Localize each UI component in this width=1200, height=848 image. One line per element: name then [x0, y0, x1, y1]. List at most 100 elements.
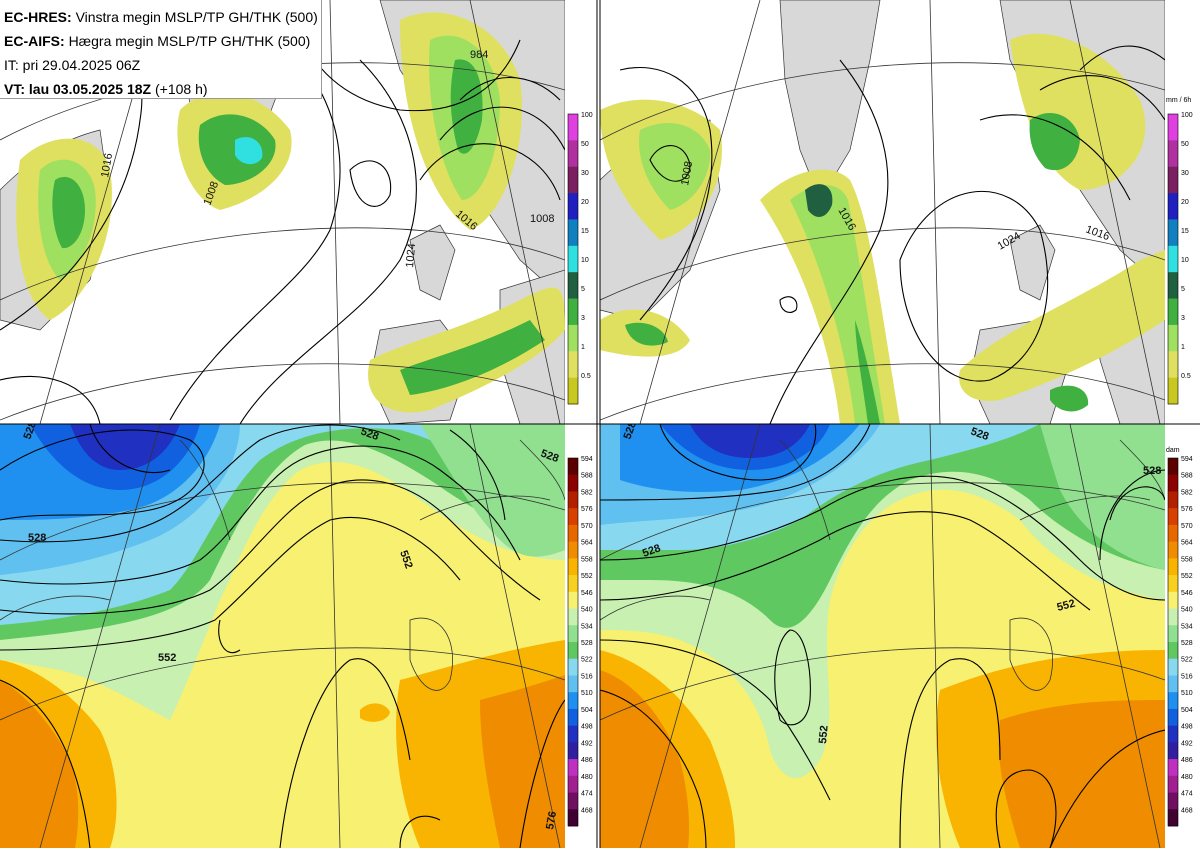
- legend-swatch: [568, 558, 578, 576]
- valid-time-label: VT: lau 03.05.2025 18Z: [4, 81, 152, 97]
- graticule: [600, 424, 1165, 848]
- height-contours: [600, 424, 1165, 848]
- graticule: [600, 0, 1165, 424]
- isobars: [619, 45, 1165, 424]
- legend-tick-label: 522: [1181, 657, 1193, 664]
- legend-swatch: [1168, 458, 1178, 476]
- legend-tick-label: 558: [1181, 556, 1193, 563]
- legend-swatch: [568, 474, 578, 492]
- forecast-info-box: EC-HRES: Vinstra megin MSLP/TP GH/THK (5…: [0, 0, 322, 99]
- legend-swatch: [568, 272, 578, 299]
- legend-frame: [567, 457, 579, 827]
- legend-tick-label: 546: [581, 590, 593, 597]
- legend-tick-label: 516: [581, 673, 593, 680]
- legend-tick-label: 100: [1181, 112, 1193, 119]
- info-line-valid-time: VT: lau 03.05.2025 18Z (+108 h): [4, 77, 317, 101]
- legend-swatch: [1168, 524, 1178, 543]
- svg-text:1024: 1024: [404, 243, 418, 268]
- legend-swatch: [568, 792, 578, 810]
- legend-swatch: [568, 219, 578, 247]
- legend-swatch: [568, 575, 578, 593]
- legend-tick-label: 20: [1181, 199, 1189, 206]
- legend-tick-label: 20: [581, 199, 589, 206]
- legend-tick-label: 510: [1181, 690, 1193, 697]
- panel-aifs-gh-thickness: 528 528 528 552 552 528: [600, 424, 1165, 848]
- graticule: [0, 424, 565, 848]
- land-outlines: [600, 439, 1165, 691]
- legend-tick-label: 570: [581, 523, 593, 530]
- svg-text:528: 528: [1143, 465, 1161, 477]
- svg-text:528: 528: [539, 448, 560, 466]
- legend-swatch: [568, 524, 578, 543]
- isobar-labels: 1016 984 1016 1008 1024 1008: [99, 49, 554, 268]
- legend-swatch: [1168, 324, 1178, 352]
- isobars: [0, 0, 565, 424]
- legend-tick-label: 552: [581, 573, 593, 580]
- legend-tick-label: 588: [1181, 473, 1193, 480]
- legend-swatch: [1168, 351, 1178, 379]
- legend-swatch: [568, 692, 578, 710]
- legend-tick-label: 552: [1181, 573, 1193, 580]
- svg-text:552: 552: [397, 549, 415, 570]
- legend-swatch: [1168, 491, 1178, 509]
- legend-swatch: [1168, 809, 1178, 827]
- legend-swatch: [568, 298, 578, 326]
- legend-swatch: [1168, 508, 1178, 526]
- legend-swatch: [1168, 759, 1178, 777]
- legend-swatch: [568, 759, 578, 777]
- legend-tick-label: 15: [581, 228, 589, 235]
- precip-legend-left: 100 50 30 20 15 10 5 3 1 0.5: [567, 112, 593, 405]
- legend-swatch: [1168, 219, 1178, 247]
- legend-tick-label: 5: [1181, 286, 1185, 293]
- legend-swatch: [568, 625, 578, 643]
- legend-swatch: [568, 377, 578, 405]
- legend-swatch: [568, 324, 578, 352]
- info-line-init-time: IT: pri 29.04.2025 06Z: [4, 53, 317, 77]
- legend-tick-label: 594: [581, 456, 593, 463]
- legend-tick-label: 492: [1181, 740, 1193, 747]
- legend-tick-label: 15: [1181, 228, 1189, 235]
- legend-tick-label: 528: [581, 640, 593, 647]
- legend-tick-label: 576: [1181, 506, 1193, 513]
- legend-swatch: [568, 725, 578, 743]
- legend-tick-label: 100: [581, 112, 593, 119]
- legend-tick-label: 474: [1181, 791, 1193, 798]
- legend-tick-label: 588: [581, 473, 593, 480]
- legend-swatch: [568, 608, 578, 626]
- legend-tick-label: 50: [1181, 141, 1189, 148]
- info-line-hres: EC-HRES: Vinstra megin MSLP/TP GH/THK (5…: [4, 5, 318, 29]
- legend-swatch: [568, 245, 578, 273]
- legend-tick-label: 516: [1181, 673, 1193, 680]
- legend-swatch: [568, 708, 578, 727]
- legend-tick-label: 504: [1181, 707, 1193, 714]
- legend-swatch: [1168, 608, 1178, 626]
- legend-swatch: [568, 491, 578, 509]
- legend-swatch: [568, 809, 578, 827]
- legend-swatch: [568, 591, 578, 609]
- svg-text:528: 528: [969, 426, 990, 444]
- legend-tick-label: 594: [1181, 456, 1193, 463]
- legend-tick-label: 3: [581, 315, 585, 322]
- legend-tick-label: 492: [581, 740, 593, 747]
- legend-frame: [1167, 457, 1179, 827]
- legend-tick-label: 480: [1181, 774, 1193, 781]
- legend-tick-label: 1: [581, 344, 585, 351]
- legend-tick-label: 546: [1181, 590, 1193, 597]
- svg-text:1008: 1008: [679, 160, 695, 186]
- legend-swatch: [568, 458, 578, 476]
- legend-tick-label: 498: [1181, 724, 1193, 731]
- svg-text:528: 528: [28, 532, 46, 544]
- gh-legend-right: 594 588 582 576 570 564 558 552 546 540 534 528 522 5…: [1166, 447, 1193, 827]
- height-labels: 528 528 528 552 552 528: [622, 424, 1162, 744]
- hres-description: Vinstra megin MSLP/TP GH/THK (500): [75, 9, 318, 25]
- legend-swatch: [1168, 792, 1178, 810]
- svg-text:552: 552: [1056, 598, 1077, 614]
- legend-tick-label: 468: [581, 807, 593, 814]
- legend-tick-label: 486: [1181, 757, 1193, 764]
- legend-tick-label: 5: [581, 286, 585, 293]
- legend-swatch: [568, 193, 578, 220]
- legend-swatch: [568, 114, 578, 141]
- legend-tick-label: 0.5: [1181, 373, 1191, 380]
